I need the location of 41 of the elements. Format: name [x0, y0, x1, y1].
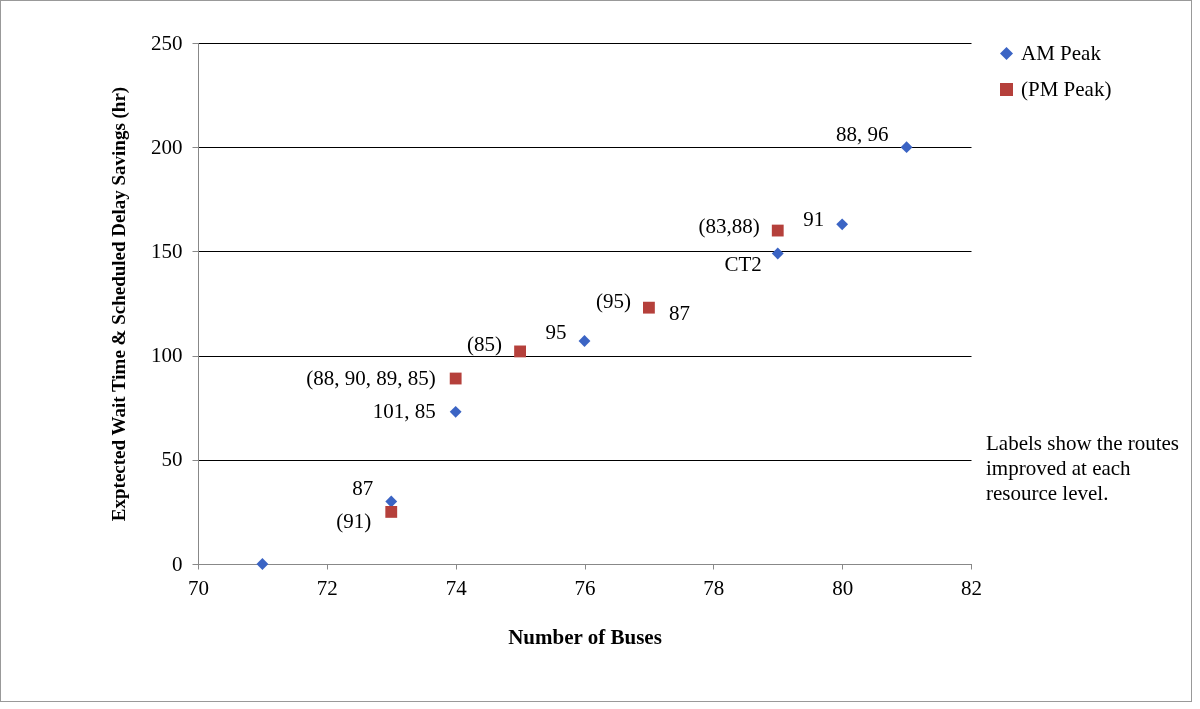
x-tick-label: 82 — [961, 575, 982, 600]
text: Labels show the routes improved at each resource level. — [986, 431, 1181, 506]
y-tick-label: 250 — [151, 30, 183, 55]
point — [578, 335, 591, 347]
point — [385, 505, 398, 518]
annotation: 91 — [803, 207, 825, 232]
x-tick-label: 78 — [703, 575, 725, 600]
point — [900, 141, 913, 154]
point — [771, 247, 784, 260]
y-axis-title: Exptected Wait Time & Scheduled Delay Savings (hr) — [108, 86, 130, 522]
y-tick-label: 200 — [151, 134, 183, 159]
legend-label: (PM Peak) — [1021, 76, 1112, 101]
point — [514, 345, 526, 358]
annotation: (85) — [467, 332, 503, 357]
y-tick-label: 150 — [151, 238, 183, 263]
x-tick-label: 80 — [832, 575, 854, 600]
annotation: (91) — [336, 508, 372, 533]
annotation: 88, 96 — [836, 122, 889, 147]
annotation: CT2 — [724, 252, 762, 277]
point — [771, 224, 784, 237]
annotation: (88, 90, 89, 85) — [306, 365, 436, 390]
x-axis-title: Number of Buses — [508, 624, 662, 649]
y-tick-label: 50 — [161, 447, 183, 472]
legend-label: AM Peak — [1021, 40, 1102, 65]
annotation: (83,88) — [698, 213, 760, 238]
y-tick-label: 100 — [151, 343, 183, 368]
y-tick-label: 0 — [172, 551, 183, 576]
x-tick-label: 72 — [316, 575, 338, 600]
annotation: 87 — [668, 300, 690, 325]
x-tick-label: 74 — [445, 575, 468, 600]
x-tick-label: 76 — [574, 575, 596, 600]
x-tick-label: 70 — [188, 575, 209, 600]
point — [836, 218, 849, 231]
point — [256, 558, 269, 570]
annotation: 95 — [545, 320, 567, 345]
point — [449, 405, 462, 418]
annotation: (95) — [595, 288, 631, 313]
annotation: 87 — [352, 476, 374, 501]
point — [643, 301, 655, 314]
point — [449, 372, 462, 385]
annotation: 101, 85 — [372, 398, 436, 423]
